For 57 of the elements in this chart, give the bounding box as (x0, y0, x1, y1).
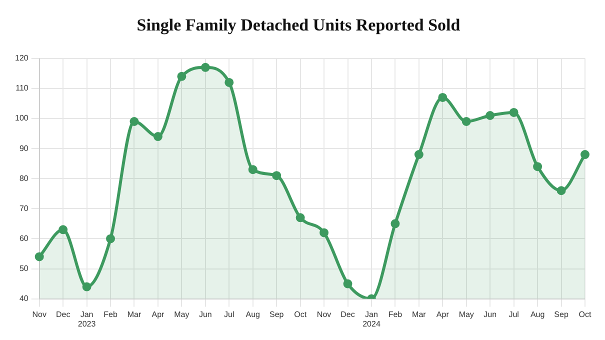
y-tick-label: 90 (19, 144, 29, 153)
x-tick-label: Jun (198, 310, 212, 319)
x-tick-label: Jul (508, 310, 520, 319)
point (462, 117, 471, 126)
point (272, 171, 282, 180)
x-tick-label: Jan 2023 (78, 310, 96, 328)
y-tick-label: 70 (19, 204, 29, 213)
point (58, 225, 68, 234)
point (390, 219, 400, 228)
x-tick-label: Jan 2024 (362, 310, 381, 328)
point (438, 92, 448, 102)
point (82, 282, 92, 292)
point (200, 62, 210, 72)
x-tick-label: May (174, 310, 190, 319)
x-tick-label: Apr (152, 310, 165, 319)
x-tick-label: Mar (412, 310, 426, 319)
y-tick-label: 60 (19, 234, 29, 243)
point (533, 162, 542, 172)
y-tick-label: 40 (19, 294, 29, 304)
point (130, 117, 139, 126)
y-tick-label: 80 (19, 174, 29, 183)
point (248, 165, 258, 174)
point (153, 132, 162, 142)
y-tick-label: 50 (19, 264, 29, 273)
x-tick-label: Aug (530, 310, 545, 319)
x-tick-label: Nov (32, 310, 46, 319)
point (320, 228, 329, 238)
x-tick-label: Aug (246, 310, 260, 319)
point (296, 213, 305, 222)
y-tick-label: 100 (14, 114, 29, 123)
x-tick-label: Feb (388, 310, 403, 319)
x-tick-label: May (458, 310, 474, 319)
chart-title: Single Family Detached Units Reported Sold (136, 16, 461, 35)
x-tick-label: Nov (316, 310, 332, 319)
x-tick-label: Dec (340, 310, 355, 319)
x-tick-label: Sep (554, 310, 569, 319)
x-tick-label: Apr (436, 310, 450, 319)
point (177, 72, 186, 81)
x-tick-label: Sep (269, 310, 284, 319)
point (556, 186, 566, 196)
x-tick-label: Jun (484, 310, 497, 319)
y-tick-label: 120 (14, 54, 29, 63)
x-tick-label: Oct (294, 310, 308, 319)
x-tick-label: Oct (578, 310, 592, 319)
point (106, 234, 116, 244)
point (414, 150, 424, 160)
x-tick-label: Feb (104, 310, 118, 319)
point (580, 150, 590, 160)
point (486, 110, 495, 120)
point (343, 279, 352, 288)
y-tick-label: 110 (16, 84, 29, 93)
x-tick-label: Mar (127, 310, 142, 319)
x-tick-label: Dec (56, 310, 70, 319)
point (34, 252, 44, 262)
point (509, 108, 518, 117)
x-tick-label: Jul (224, 310, 234, 319)
point (224, 78, 234, 87)
